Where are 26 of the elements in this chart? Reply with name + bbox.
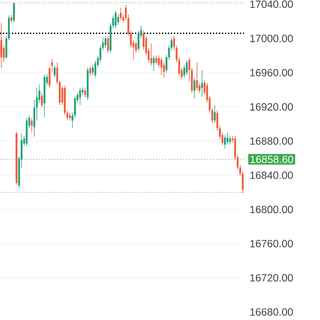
- candlestick: [79, 88, 81, 106]
- candlestick: [229, 136, 231, 145]
- candlestick: [13, 2, 15, 23]
- candlestick: [84, 88, 86, 98]
- candlestick: [224, 134, 226, 150]
- y-tick-label: 16840.00: [250, 172, 293, 179]
- candlestick: [226, 132, 228, 145]
- y-tick-label: 16720.00: [250, 274, 293, 282]
- y-tick-label: 17040.00: [250, 0, 293, 8]
- candlestick: [196, 62, 198, 91]
- y-tick-label: 17000.00: [250, 34, 293, 42]
- y-tick-label: 16680.00: [250, 308, 293, 316]
- ref-line-label: 16858.60: [250, 156, 294, 164]
- candlestick: [194, 77, 196, 99]
- y-tick-label: 16920.00: [250, 103, 293, 111]
- y-tick-label: 16960.00: [250, 68, 293, 76]
- y-tick-label: 16760.00: [250, 240, 293, 248]
- candlestick: [114, 10, 117, 29]
- candlestick: [41, 92, 43, 108]
- candlestick: [201, 70, 203, 97]
- y-tick-label: 16880.00: [250, 137, 293, 145]
- y-tick-label: 16800.00: [250, 206, 293, 214]
- candlestick: [54, 64, 56, 78]
- candlestick: [104, 36, 106, 48]
- candlestick: [160, 56, 162, 76]
- candlestick: [107, 36, 109, 54]
